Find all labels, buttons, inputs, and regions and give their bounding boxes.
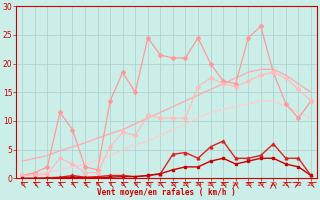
X-axis label: Vent moyen/en rafales ( km/h ): Vent moyen/en rafales ( km/h ) [97,188,236,197]
